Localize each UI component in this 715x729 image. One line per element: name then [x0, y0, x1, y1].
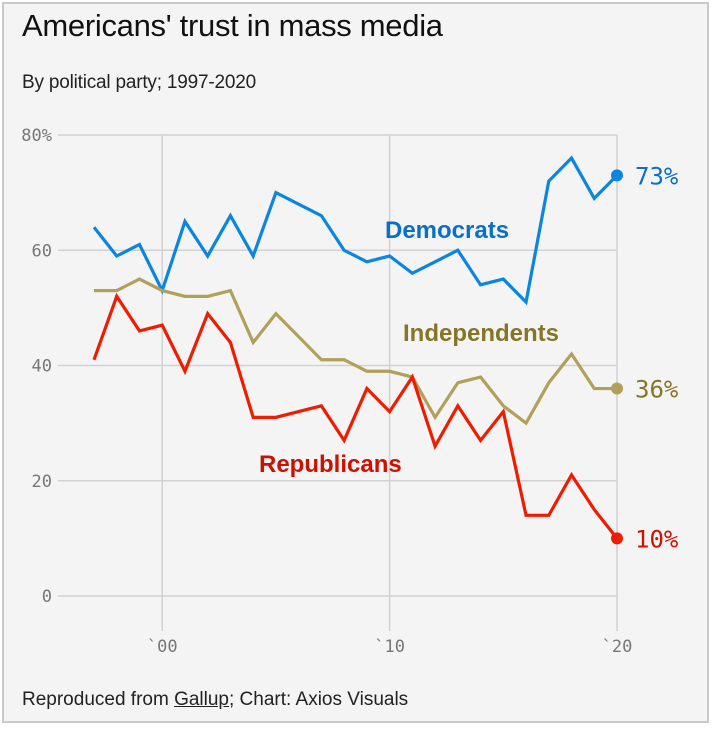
end-point-republicans: [611, 532, 623, 545]
x-tick-label: `20: [602, 637, 633, 657]
grid: [58, 134, 618, 631]
series-name-independents: Independents: [403, 320, 559, 347]
y-tick-label: 60: [32, 241, 52, 261]
end-point-democrats: [611, 169, 623, 182]
series-lines: [92, 155, 623, 545]
y-tick-label: 20: [32, 472, 52, 492]
series-line-republicans: [92, 292, 619, 540]
y-tick-label: 80%: [21, 126, 52, 146]
chart-title: Americans' trust in mass media: [22, 8, 443, 43]
x-tick-label: `10: [374, 637, 405, 657]
chart-card: [2, 2, 709, 723]
y-tick-label: 40: [32, 357, 52, 377]
end-label-democrats: 73%: [635, 162, 679, 190]
series-name-democrats: Democrats: [385, 217, 509, 244]
source-note: Reproduced from Gallup; Chart: Axios Vis…: [22, 689, 408, 711]
axis-ticks: 0 20 40 60 80% `00 `10 `20: [21, 126, 632, 657]
series-name-republicans: Republicans: [259, 451, 402, 478]
source-prefix: Reproduced from: [22, 689, 175, 710]
end-label-republicans: 10%: [635, 525, 679, 553]
end-point-independents: [611, 382, 623, 395]
series-line-independents: [94, 277, 617, 426]
y-tick-label: 0: [42, 587, 52, 607]
x-tick-label: `00: [147, 637, 178, 657]
chart-subtitle: By political party; 1997-2020: [22, 72, 256, 93]
series-labels: 73% Democrats 36% Independents 10% Republican…: [259, 162, 679, 553]
end-label-independents: 36%: [635, 376, 679, 404]
series-line-democrats: [92, 155, 619, 306]
source-suffix: ; Chart: Axios Visuals: [229, 689, 409, 710]
gallup-link[interactable]: Gallup: [174, 689, 229, 710]
